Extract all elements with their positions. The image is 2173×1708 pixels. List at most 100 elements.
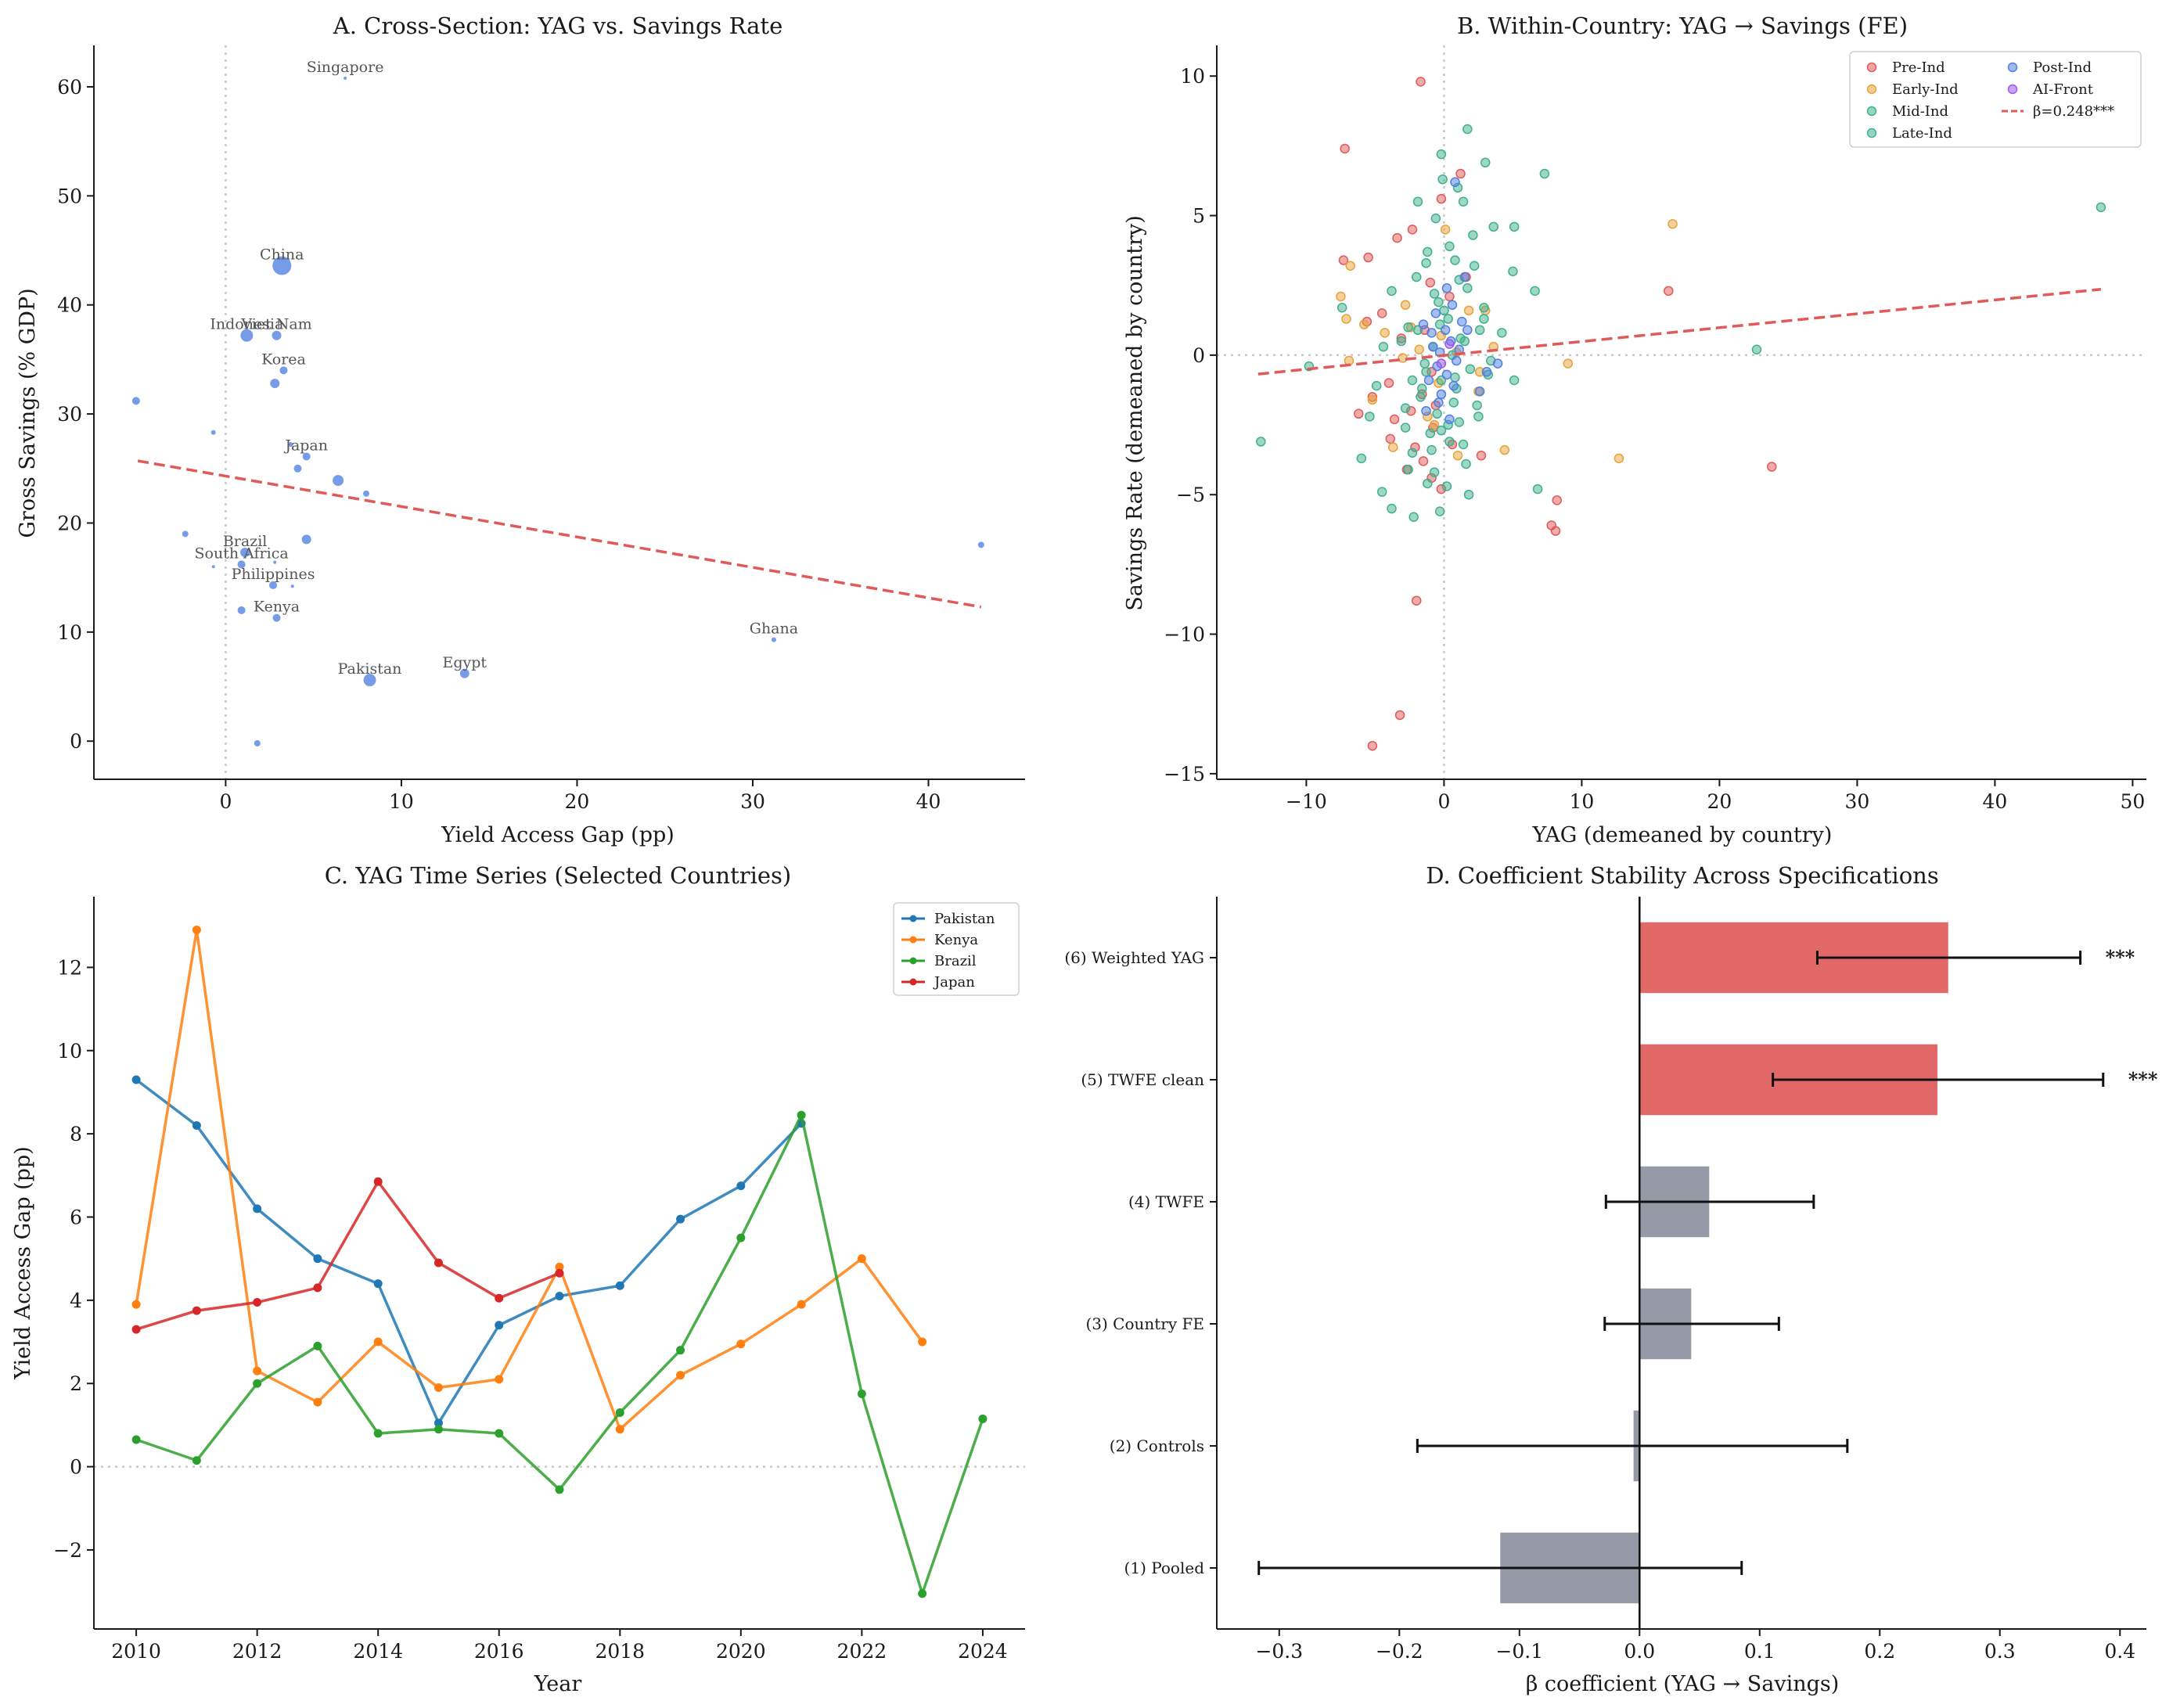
panel-b-point (1447, 300, 1458, 310)
panel-b-point (1474, 387, 1485, 397)
panel-b-point (1419, 358, 1430, 369)
panel-c-point (434, 1383, 443, 1393)
panel-b-point (1385, 433, 1396, 444)
panel-b-point (1337, 303, 1347, 313)
panel-b-point (1425, 428, 1436, 438)
panel-b-point (1418, 319, 1429, 329)
panel-a-point-label: Singapore (307, 59, 384, 76)
panel-a-point-label: Pakistan (338, 660, 402, 678)
panel-b-point (1429, 467, 1440, 477)
panel-b-point (1400, 423, 1411, 433)
panel-c-series-line (135, 930, 924, 1432)
panel-a-point (182, 530, 189, 538)
panel-c-ylabel: Yield Access Gap (pp) (11, 1146, 35, 1380)
panel-b-legend-label: Mid-Ind (1892, 103, 1948, 120)
panel-d-xtick-label: 0.3 (1984, 1640, 2016, 1663)
panel-b-title: B. Within-Country: YAG → Savings (FE) (1457, 13, 1908, 39)
panel-c-point (373, 1279, 383, 1289)
panel-c-point (313, 1283, 322, 1293)
panel-c-legend-dot (909, 915, 917, 922)
panel-b-ytick-label: 10 (1180, 65, 1205, 88)
panel-b-point (1444, 241, 1455, 252)
panel-a-point (288, 442, 293, 448)
panel-c-point (253, 1379, 262, 1388)
panel-b-point (1552, 495, 1562, 505)
panel-b-point (1441, 369, 1452, 380)
panel-b-legend-label: Post-Ind (2033, 59, 2092, 76)
panel-b-point (1481, 367, 1492, 377)
panel-c-ytick-label: 10 (57, 1040, 82, 1063)
panel-c-series-line (135, 1078, 803, 1426)
panel-c-point (313, 1397, 322, 1407)
panel-c-point (857, 1390, 866, 1399)
panel-b-point (1462, 325, 1473, 336)
panel-a-point (269, 581, 278, 589)
panel-a-point (270, 379, 280, 389)
panel-b-point (1436, 389, 1447, 400)
panel-c-point (676, 1214, 685, 1224)
panel-b-point (1450, 255, 1460, 265)
panel-b-point (1340, 143, 1350, 154)
panel-b-point (1444, 414, 1455, 425)
panel-a-ytick-label: 40 (57, 294, 82, 317)
panel-b-point (1378, 341, 1389, 352)
panel-c-xtick-label: 2010 (111, 1640, 161, 1663)
panel-b-point (1407, 225, 1418, 235)
panel-a-ytick-label: 10 (57, 621, 82, 644)
panel-c-point (131, 1325, 141, 1334)
panel-b-point (1461, 458, 1471, 469)
panel-b-point (1434, 297, 1444, 307)
panel-b-point (1432, 408, 1442, 419)
panel-b-point (1426, 328, 1437, 338)
panel-b-point (1450, 177, 1460, 188)
panel-b-point (1256, 437, 1266, 447)
panel-b-point (1452, 451, 1463, 461)
panel-c-point (253, 1366, 262, 1375)
panel-c-point (434, 1258, 443, 1268)
panel-c-point (192, 1456, 201, 1465)
panel-c-ytick-label: 4 (70, 1289, 82, 1312)
panel-c-point (978, 1414, 988, 1423)
panel-b-point (1345, 261, 1355, 271)
panel-c-point (253, 1204, 262, 1214)
panel-b-legend-marker (2007, 62, 2018, 73)
panel-b-point (1550, 526, 1561, 536)
panel-b-point (1359, 319, 1369, 329)
panel-d: D. Coefficient Stability Across Specific… (1064, 862, 2157, 1696)
panel-b-point (1479, 303, 1489, 313)
panel-a-point (210, 430, 216, 435)
panel-b-point (1463, 489, 1474, 500)
panel-b-point (1474, 325, 1485, 336)
panel-a-point (977, 541, 984, 548)
panel-b-point (1421, 367, 1431, 377)
panel-c-xtick-label: 2016 (474, 1640, 524, 1663)
panel-a-title: A. Cross-Section: YAG vs. Savings Rate (333, 13, 782, 39)
panel-c-point (373, 1177, 383, 1186)
panel-b-point (1532, 484, 1543, 494)
panel-b-ytick-label: −15 (1164, 763, 1205, 786)
panel-b-point (1767, 462, 1777, 472)
panel-b-point (1436, 149, 1447, 160)
panel-c-point (615, 1425, 624, 1434)
panel-b-point (1440, 225, 1451, 235)
panel-c-legend-label: Brazil (934, 953, 977, 969)
panel-b-point (1455, 333, 1466, 343)
panel-a-point-label: Japan (283, 437, 328, 454)
panel-b-point (1338, 255, 1349, 265)
panel-b-ytick-label: 5 (1193, 205, 1205, 228)
panel-c-ytick-label: 8 (70, 1123, 82, 1145)
panel-a-point (240, 329, 254, 342)
panel-d-significance: *** (2106, 946, 2135, 969)
panel-b-ylabel: Savings Rate (demeaned by country) (1123, 215, 1147, 611)
panel-b-point (1465, 364, 1476, 374)
panel-b-point (1400, 403, 1411, 413)
panel-c-ytick-label: 12 (57, 956, 82, 979)
panel-b-point (1414, 344, 1424, 355)
panel-c-point (615, 1408, 624, 1417)
panel-b-xtick-label: 30 (1844, 790, 1869, 813)
panel-a-point (272, 613, 281, 622)
panel-a-point (131, 397, 140, 405)
panel-c-xtick-label: 2014 (353, 1640, 403, 1663)
panel-b-point (1416, 383, 1427, 394)
